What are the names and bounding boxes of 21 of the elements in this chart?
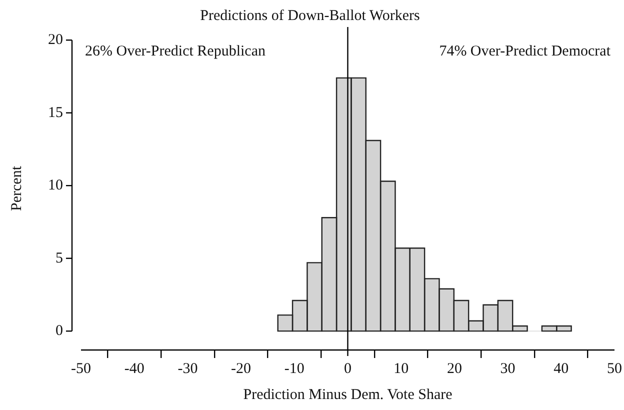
y-tick-label: 20 [48, 32, 63, 48]
x-tick-label: -10 [284, 360, 304, 377]
x-tick-label: 50 [607, 360, 622, 377]
y-tick-label: 15 [48, 104, 63, 121]
chart-title: Predictions of Down-Ballot Workers [200, 8, 420, 24]
y-tick-label: 5 [56, 250, 63, 266]
y-tick-label: 10 [48, 178, 63, 194]
x-tick-label: 30 [500, 360, 516, 377]
x-tick-label: -30 [178, 360, 198, 377]
y-tick-label: 0 [56, 323, 63, 340]
annotation: 74% Over-Predict Democrat [439, 43, 612, 60]
x-tick-label: 10 [394, 360, 409, 377]
annotation: 26% Over-Predict Republican [85, 43, 266, 60]
x-tick-label: -40 [124, 360, 144, 377]
x-tick-label: 0 [344, 360, 352, 377]
y-axis-title: Percent [8, 165, 25, 211]
x-axis-title: Prediction Minus Dem. Vote Share [243, 386, 453, 403]
x-tick-label: -50 [71, 360, 91, 377]
x-tick-label: 20 [446, 360, 462, 377]
x-tick-label: 40 [554, 360, 569, 377]
x-tick-label: -20 [231, 360, 252, 377]
